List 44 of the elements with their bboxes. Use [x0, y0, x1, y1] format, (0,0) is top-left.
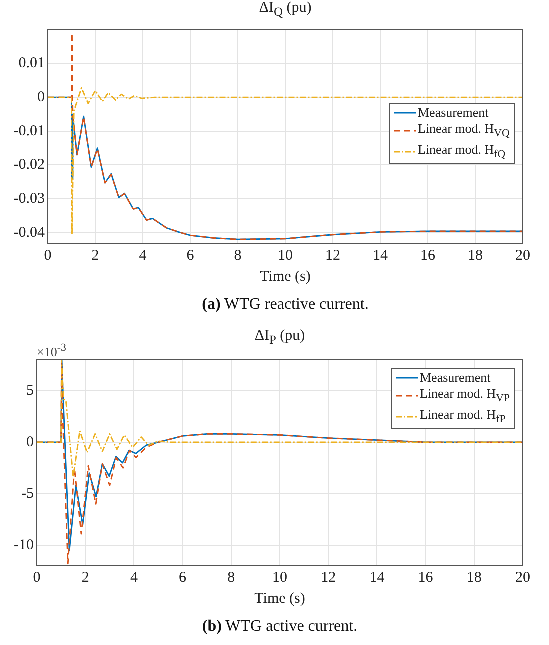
x-tick-label: 8 — [228, 570, 236, 586]
text: (b) WTG active current. — [201, 617, 359, 637]
legend-label: Linear mod. H$_{VQ}$ — [418, 121, 510, 142]
y-tick-label: -0.01 — [14, 123, 45, 140]
legend-label: Linear mod. H$_{fP}$ — [420, 406, 506, 428]
y-tick-label: -10 — [14, 537, 34, 554]
x-tick-label: 12 — [321, 570, 336, 586]
x-tick-label: 12 — [326, 248, 340, 264]
x-tick-label: 6 — [186, 248, 195, 264]
chart-title: ΔI$_{P}$ (pu) — [254, 328, 306, 347]
legend-label: Linear mod. H$_{VP}$ — [420, 386, 510, 407]
y-tick-label: -0.03 — [14, 190, 45, 207]
x-tick-label: 18 — [468, 248, 483, 264]
x-tick-label: 14 — [373, 248, 388, 264]
legend-label: Linear mod. H$_{fQ}$ — [418, 142, 506, 162]
x-tick-label: 10 — [278, 248, 293, 264]
x-tick-label: 18 — [466, 570, 482, 586]
x-tick-label: 4 — [130, 570, 138, 586]
y-tick-label: 5 — [26, 382, 34, 399]
text: ×10$^{-3}$ — [37, 342, 66, 360]
x-tick-label: 2 — [92, 248, 100, 264]
x-tick-label: 8 — [234, 248, 242, 264]
x-axis-title: Time (s) — [260, 268, 311, 285]
x-tick-label: 10 — [272, 570, 288, 586]
x-tick-label: 20 — [516, 570, 530, 586]
chart-title: ΔI$_{Q}$ (pu) — [258, 0, 313, 20]
x-tick-label: 14 — [370, 570, 386, 586]
text: (a) WTG reactive current. — [201, 295, 370, 315]
y-tick-label: 0.01 — [18, 56, 45, 72]
x-tick-label: 2 — [82, 570, 90, 586]
x-tick-label: 20 — [516, 248, 530, 264]
x-tick-label: 16 — [420, 248, 436, 264]
line-series — [37, 360, 523, 478]
y-tick-label: -5 — [22, 486, 34, 502]
y-tick-label: 0 — [38, 90, 45, 106]
x-tick-label: 16 — [418, 570, 434, 586]
legend-label: Measurement — [420, 370, 491, 386]
x-tick-label: 4 — [139, 248, 148, 264]
legend-label: Measurement — [418, 105, 489, 122]
y-tick-label: -0.02 — [14, 157, 45, 174]
y-tick-label: 0 — [26, 434, 34, 450]
x-axis-title: Time (s) — [254, 590, 306, 607]
x-tick-label: 6 — [179, 570, 188, 586]
y-tick-label: -0.04 — [14, 224, 46, 241]
